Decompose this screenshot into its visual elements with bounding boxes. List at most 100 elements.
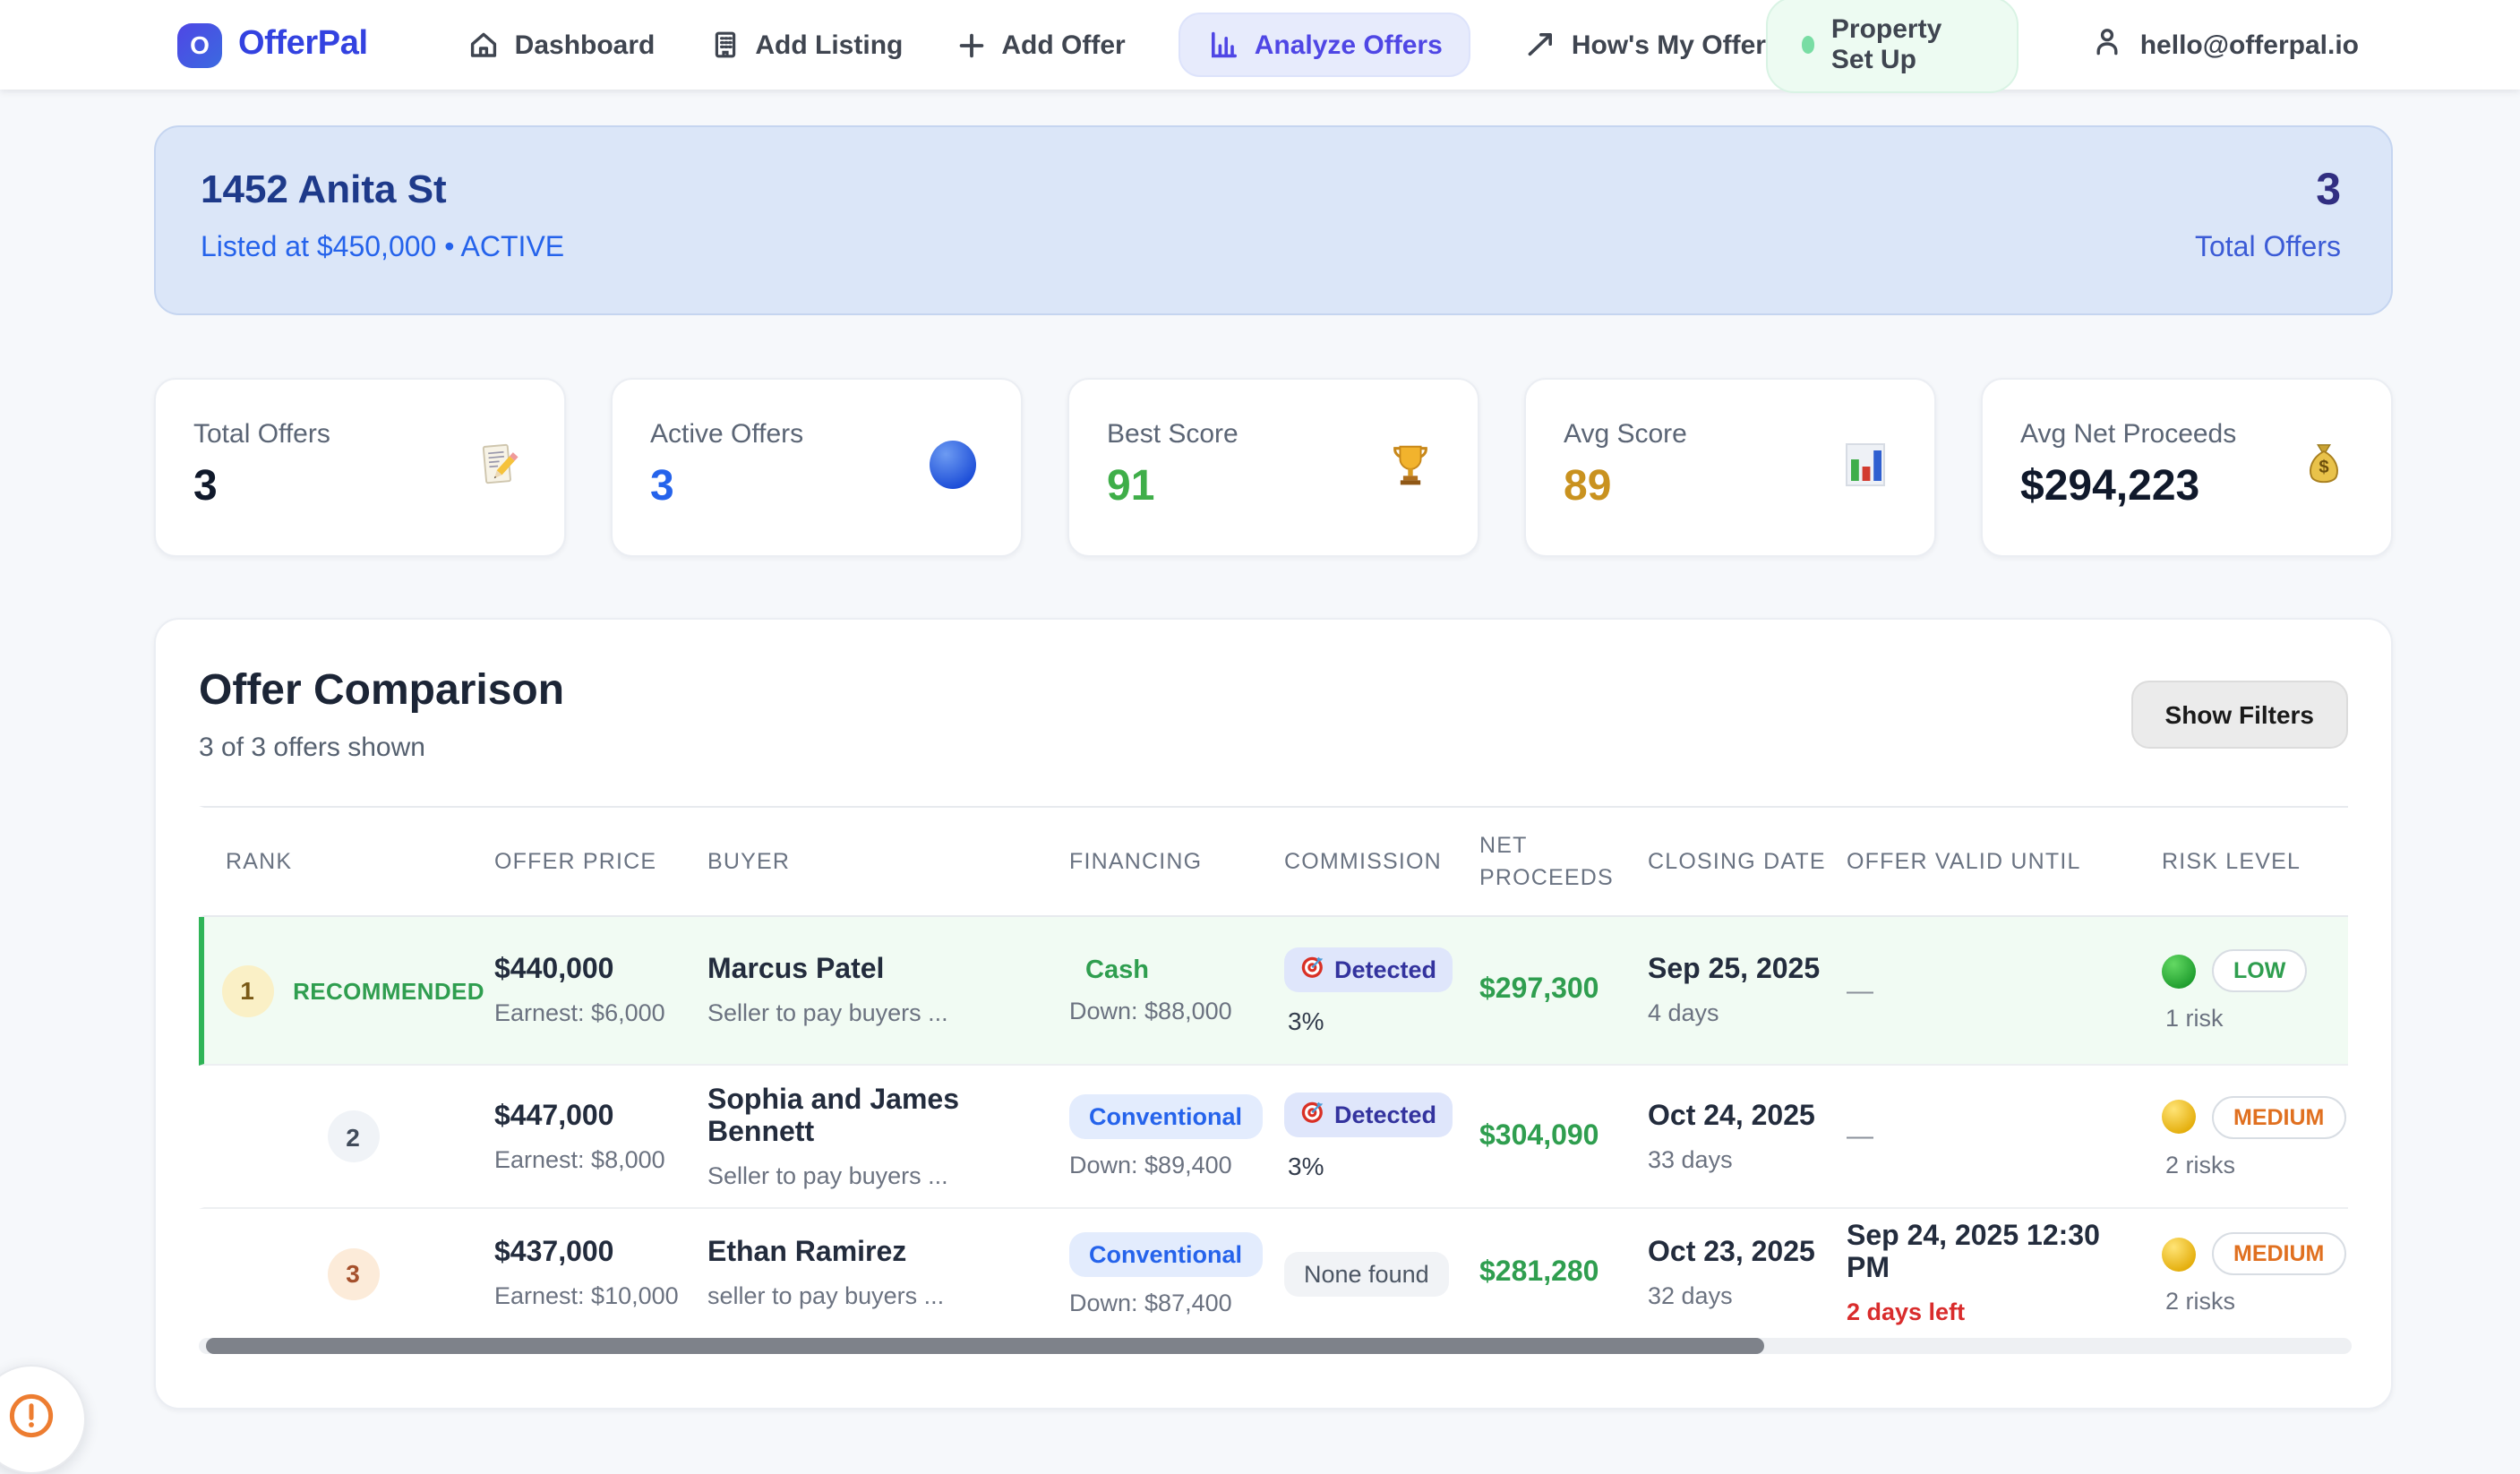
svg-text:$: $ bbox=[2319, 458, 2328, 477]
stat-value: 89 bbox=[1564, 462, 1612, 510]
alert-fab-button[interactable] bbox=[0, 1365, 86, 1474]
closing-days: 32 days bbox=[1648, 1282, 1733, 1309]
table-row[interactable]: 2 $447,000 Earnest: $8,000 Sophia and Ja… bbox=[199, 1066, 2348, 1209]
valid-until-warning: 2 days left bbox=[1847, 1298, 1966, 1325]
property-listing-status: Listed at $450,000 • ACTIVE bbox=[201, 233, 565, 263]
risk-level-badge: MEDIUM bbox=[2212, 1095, 2346, 1138]
nav-item-label: Add Listing bbox=[755, 30, 904, 60]
table-row[interactable]: 1 RECOMMENDED $440,000 Earnest: $6,000 M… bbox=[199, 917, 2348, 1066]
bar-chart-icon bbox=[1208, 29, 1240, 61]
stat-label: Active Offers bbox=[650, 419, 804, 450]
nav-item-analyze-offers[interactable]: Analyze Offers bbox=[1179, 13, 1471, 77]
earnest-amount: Earnest: $10,000 bbox=[494, 1282, 679, 1309]
user-email: hello@offerpal.io bbox=[2139, 30, 2359, 60]
risk-count: 2 risks bbox=[2165, 1288, 2236, 1315]
property-setup-badge[interactable]: Property Set Up bbox=[1766, 0, 2019, 93]
alert-icon bbox=[7, 1391, 56, 1448]
home-icon bbox=[468, 29, 501, 61]
rank-badge: 3 bbox=[327, 1247, 379, 1299]
comparison-title: Offer Comparison bbox=[199, 666, 565, 715]
trend-up-icon bbox=[1525, 29, 1557, 61]
risk-count: 1 risk bbox=[2165, 1005, 2224, 1032]
stat-label: Best Score bbox=[1107, 419, 1239, 450]
col-header-financing: FINANCING bbox=[1069, 848, 1203, 874]
offer-price: $447,000 bbox=[494, 1101, 614, 1131]
stat-label: Avg Score bbox=[1564, 419, 1687, 450]
stat-card-active-offers: Active Offers 3 bbox=[611, 378, 1023, 557]
offer-valid-until: — bbox=[1847, 1121, 1873, 1152]
chart-icon bbox=[1843, 441, 1891, 489]
offerpal-logo[interactable]: O OfferPal bbox=[177, 22, 368, 67]
net-proceeds: $297,300 bbox=[1479, 974, 1599, 1005]
person-icon bbox=[2090, 24, 2124, 65]
closing-date: Oct 23, 2025 bbox=[1648, 1238, 1815, 1268]
commission-none-badge: None found bbox=[1284, 1251, 1449, 1296]
property-banner-right: 3 Total Offers bbox=[2195, 163, 2341, 313]
table-row[interactable]: 3 $437,000 Earnest: $10,000 Ethan Ramire… bbox=[199, 1209, 2348, 1338]
stat-label: Avg Net Proceeds bbox=[2020, 419, 2237, 450]
nav-item-add-listing[interactable]: Add Listing bbox=[708, 29, 903, 61]
plus-icon bbox=[956, 30, 987, 60]
financing-type: Cash bbox=[1085, 956, 1149, 985]
net-proceeds: $304,090 bbox=[1479, 1120, 1599, 1151]
table-header-row: RANK OFFER PRICE BUYER FINANCING COMMISS… bbox=[199, 806, 2348, 917]
col-header-rank: RANK bbox=[226, 848, 293, 874]
scrollbar-thumb[interactable] bbox=[206, 1338, 1764, 1354]
nav-right-group: Property Set Up hello@offerpal.io bbox=[1766, 0, 2359, 93]
buyer-note: Seller to pay buyers ... bbox=[707, 1161, 948, 1188]
earnest-amount: Earnest: $8,000 bbox=[494, 1145, 665, 1172]
risk-dot-icon bbox=[2162, 954, 2196, 988]
col-header-buyer: BUYER bbox=[707, 848, 791, 874]
col-header-offer-price: OFFER PRICE bbox=[494, 848, 657, 874]
col-header-net-proceeds: NET PROCEEDS bbox=[1479, 832, 1614, 890]
target-icon bbox=[1300, 954, 1325, 984]
nav-item-hows-my-offer[interactable]: How's My Offer bbox=[1525, 29, 1766, 61]
risk-dot-icon bbox=[2162, 1100, 2196, 1134]
nav-item-add-offer[interactable]: Add Offer bbox=[956, 30, 1126, 60]
earnest-amount: Earnest: $6,000 bbox=[494, 999, 665, 1026]
col-header-risk-level: RISK LEVEL bbox=[2162, 848, 2301, 874]
target-icon bbox=[1300, 1100, 1325, 1130]
brand-mark: O bbox=[177, 22, 222, 67]
rank-badge: 2 bbox=[327, 1110, 379, 1162]
total-offers-count: 3 bbox=[2316, 165, 2341, 215]
nav-item-label: Add Offer bbox=[1001, 30, 1126, 60]
show-filters-button[interactable]: Show Filters bbox=[2130, 681, 2348, 749]
stat-value: 91 bbox=[1107, 462, 1155, 510]
closing-date: Sep 25, 2025 bbox=[1648, 955, 1821, 985]
user-account[interactable]: hello@offerpal.io bbox=[2090, 24, 2359, 65]
property-banner: 1452 Anita St Listed at $450,000 • ACTIV… bbox=[154, 125, 2393, 315]
stat-card-total-offers: Total Offers 3 bbox=[154, 378, 566, 557]
offer-comparison-card: Offer Comparison 3 of 3 offers shown Sho… bbox=[154, 618, 2393, 1410]
stat-label: Total Offers bbox=[193, 419, 330, 450]
property-setup-label: Property Set Up bbox=[1830, 14, 1942, 75]
primary-nav: Dashboard Add Listing Add Offer Analyze … bbox=[468, 13, 1766, 77]
offer-table: RANK OFFER PRICE BUYER FINANCING COMMISS… bbox=[199, 806, 2352, 1354]
buyer-name: Marcus Patel bbox=[707, 955, 885, 985]
memo-icon bbox=[473, 441, 521, 489]
closing-days: 33 days bbox=[1648, 1145, 1733, 1172]
stat-card-best-score: Best Score 91 bbox=[1067, 378, 1479, 557]
comparison-subtitle: 3 of 3 offers shown bbox=[199, 733, 425, 763]
stat-card-avg-score: Avg Score 89 bbox=[1524, 378, 1936, 557]
stat-value: $294,223 bbox=[2020, 462, 2200, 510]
property-address: 1452 Anita St bbox=[201, 167, 447, 211]
nav-item-dashboard[interactable]: Dashboard bbox=[468, 29, 656, 61]
offer-valid-until: — bbox=[1847, 975, 1873, 1006]
trophy-icon bbox=[1386, 441, 1435, 489]
net-proceeds: $281,280 bbox=[1479, 1257, 1599, 1288]
nav-item-label: Dashboard bbox=[514, 30, 656, 60]
nav-item-label: Analyze Offers bbox=[1254, 30, 1443, 60]
financing-type-badge: Conventional bbox=[1069, 1231, 1263, 1276]
buyer-name: Sophia and James Bennett bbox=[707, 1084, 959, 1147]
offer-price: $440,000 bbox=[494, 955, 614, 985]
commission-detected-badge: Detected bbox=[1284, 947, 1453, 991]
col-header-commission: COMMISSION bbox=[1284, 848, 1442, 874]
total-offers-label: Total Offers bbox=[2194, 233, 2341, 263]
risk-level-badge: MEDIUM bbox=[2212, 1232, 2346, 1275]
buyer-name: Ethan Ramirez bbox=[707, 1238, 907, 1268]
property-banner-left: 1452 Anita St Listed at $450,000 • ACTIV… bbox=[201, 163, 564, 313]
status-dot-icon bbox=[1802, 36, 1815, 54]
offer-price: $437,000 bbox=[494, 1238, 614, 1268]
buyer-note: Seller to pay buyers ... bbox=[707, 999, 948, 1026]
